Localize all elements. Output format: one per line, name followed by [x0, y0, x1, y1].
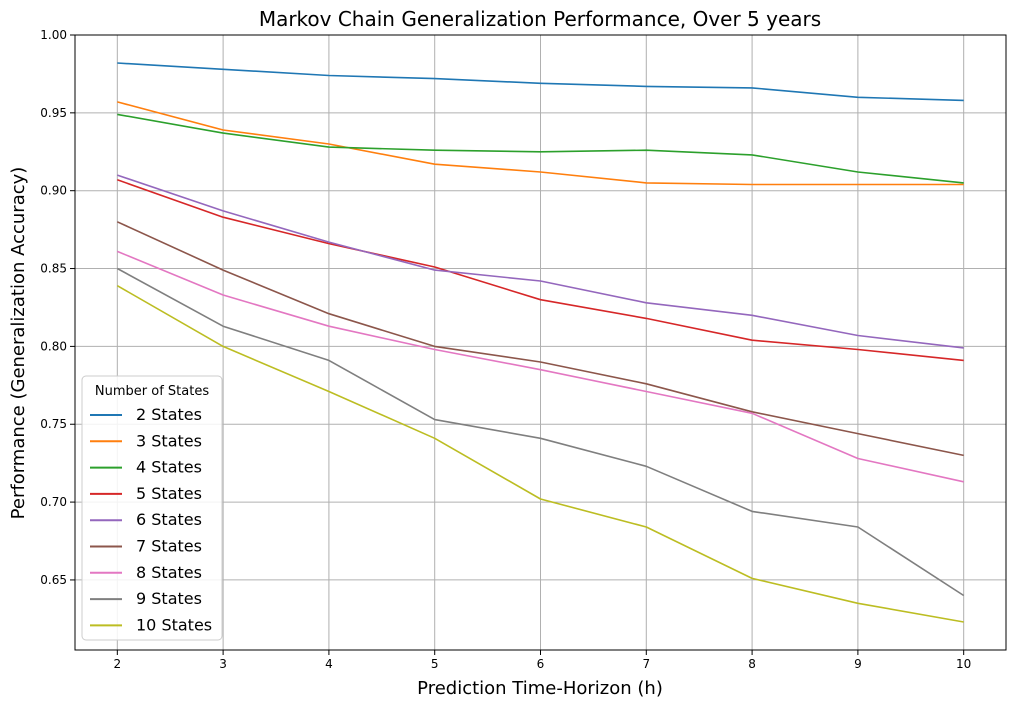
legend-item: 9 States: [90, 589, 202, 608]
series-line-10-states: [116, 285, 964, 623]
series-line-5-states: [117, 179, 964, 362]
legend-title: Number of States: [95, 384, 209, 399]
y-tick-label: 0.85: [40, 262, 67, 276]
series-lines: [116, 62, 965, 623]
y-tick-label: 0.90: [40, 184, 67, 198]
legend-item: 10 States: [90, 615, 212, 634]
legend-item: 5 States: [90, 484, 202, 503]
legend-label: 2 States: [136, 405, 202, 424]
series-line-3-states: [117, 101, 964, 186]
x-tick-label: 2: [113, 657, 121, 671]
y-axis-label: Performance (Generalization Accuracy): [8, 167, 29, 520]
x-tick-label: 10: [956, 657, 971, 671]
legend-label: 5 States: [136, 484, 202, 503]
legend-label: 10 States: [136, 615, 212, 634]
legend-label: 3 States: [136, 431, 202, 450]
x-tick-label: 5: [431, 657, 439, 671]
y-tick-label: 0.75: [40, 417, 67, 431]
legend: Number of States 2 States 3 States 4 State…: [81, 375, 223, 641]
x-axis-ticks: 2 3 4 5 6 7 8 9 10: [113, 650, 971, 671]
legend-item: 6 States: [90, 510, 202, 529]
legend-item: 7 States: [90, 537, 202, 556]
y-tick-label: 0.70: [40, 495, 67, 509]
legend-label: 7 States: [136, 537, 202, 556]
x-axis-label: Prediction Time-Horizon (h): [417, 678, 663, 699]
y-tick-label: 1.00: [40, 28, 67, 42]
series-line-7-states: [116, 221, 964, 457]
x-tick-label: 3: [219, 657, 227, 671]
y-tick-label: 0.95: [40, 106, 67, 120]
x-tick-label: 6: [537, 657, 545, 671]
x-tick-label: 4: [325, 657, 333, 671]
y-axis-ticks: 0.65 0.70 0.75 0.80 0.85 0.90 0.95 1.00: [40, 28, 75, 587]
legend-item: 2 States: [90, 405, 202, 424]
series-line-4-states: [117, 113, 964, 184]
y-tick-label: 0.80: [40, 339, 67, 353]
legend-label: 8 States: [136, 563, 202, 582]
legend-label: 9 States: [136, 589, 202, 608]
series-line-9-states: [116, 267, 965, 597]
legend-items: 2 States 3 States 4 States 5 States 6 States…: [90, 405, 212, 634]
legend-label: 4 States: [136, 458, 202, 477]
chart-title: Markov Chain Generalization Performance,…: [259, 7, 821, 31]
legend-item: 4 States: [90, 458, 202, 477]
x-tick-label: 9: [854, 657, 862, 671]
legend-item: 3 States: [90, 431, 202, 450]
legend-item: 8 States: [90, 563, 202, 582]
y-tick-label: 0.65: [40, 573, 67, 587]
series-line-2-states: [117, 62, 964, 102]
x-tick-label: 8: [748, 657, 756, 671]
series-line-8-states: [116, 250, 964, 483]
x-tick-label: 7: [642, 657, 650, 671]
legend-label: 6 States: [136, 510, 202, 529]
